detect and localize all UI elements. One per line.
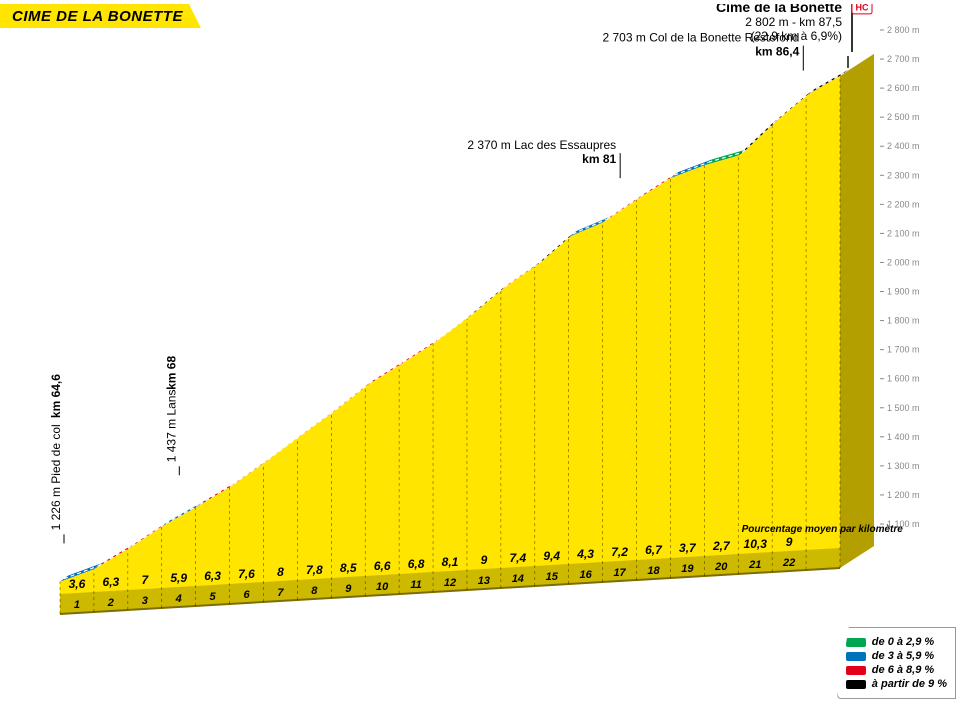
landmark-text: 1 226 m Pied de col xyxy=(49,424,63,530)
landmark-km: km 86,4 xyxy=(755,45,799,59)
grade-label: 6,3 xyxy=(103,575,120,589)
y-tick-label: 1 400 m xyxy=(887,432,920,442)
legend-label: de 3 à 5,9 % xyxy=(872,650,934,662)
km-number: 13 xyxy=(478,575,490,587)
y-tick-label: 1 500 m xyxy=(887,403,920,413)
grade-label: 9 xyxy=(786,535,793,549)
grade-label: 2,7 xyxy=(712,539,731,553)
y-tick-label: 2 100 m xyxy=(887,228,920,238)
grade-label: 7,8 xyxy=(306,563,323,577)
y-tick-label: 2 000 m xyxy=(887,257,920,267)
y-tick-label: 2 600 m xyxy=(887,83,920,93)
km-number: 9 xyxy=(345,583,352,595)
landmark-group: 1 226 m Pied de col km 64,6 xyxy=(49,374,63,531)
y-tick-label: 2 400 m xyxy=(887,141,920,151)
landmark-km: km 64,6 xyxy=(49,374,63,418)
y-tick-label: 2 800 m xyxy=(887,25,920,35)
km-number: 20 xyxy=(714,561,728,573)
grade-label: 5,9 xyxy=(170,571,187,585)
grade-label: 9 xyxy=(481,553,488,567)
km-number: 5 xyxy=(210,591,217,603)
landmark-km: km 68 xyxy=(164,356,178,390)
grade-label: 4,3 xyxy=(576,547,594,561)
y-tick-label: 1 600 m xyxy=(887,374,920,384)
km-number: 16 xyxy=(580,569,593,581)
grade-label: 6,3 xyxy=(204,569,221,583)
grade-label: 6,7 xyxy=(645,543,663,557)
grade-label: 8 xyxy=(277,565,284,579)
y-tick-label: 2 300 m xyxy=(887,170,920,180)
legend-row: de 6 à 8,9 % xyxy=(846,664,947,676)
km-number: 21 xyxy=(748,559,761,571)
legend-row: de 3 à 5,9 % xyxy=(846,650,947,662)
y-tick-label: 1 300 m xyxy=(887,461,920,471)
y-tick-label: 2 200 m xyxy=(887,199,920,209)
side-face xyxy=(840,54,874,568)
grade-label: 8,5 xyxy=(340,561,357,575)
grade-label: 6,6 xyxy=(374,559,391,573)
y-tick-label: 1 200 m xyxy=(887,490,920,500)
km-number: 1 xyxy=(74,599,80,611)
landmark-km: km 81 xyxy=(582,152,616,166)
km-number: 14 xyxy=(512,573,524,585)
km-number: 4 xyxy=(175,593,182,605)
grade-label: 3,6 xyxy=(69,577,86,591)
hc-flag-label: HC xyxy=(856,4,869,12)
grade-label: 7,4 xyxy=(509,551,526,565)
profile-svg: 123456789101112131415161718192021223,66,… xyxy=(0,4,960,707)
legend-swatch xyxy=(846,680,866,689)
km-number: 18 xyxy=(647,565,660,577)
grade-label: 7,2 xyxy=(611,545,628,559)
grade-label: 6,8 xyxy=(408,557,425,571)
km-number: 11 xyxy=(410,579,421,591)
km-number: 7 xyxy=(277,587,284,599)
km-number: 19 xyxy=(681,563,694,575)
km-number: 17 xyxy=(613,567,626,579)
grade-label: 8,1 xyxy=(442,555,459,569)
km-number: 15 xyxy=(546,571,559,583)
summit-line3: (22,9 km à 6,9%) xyxy=(751,29,842,43)
y-tick-label: 2 500 m xyxy=(887,112,920,122)
legend-label: de 0 à 2,9 % xyxy=(872,636,934,648)
y-tick-label: 1 900 m xyxy=(887,287,920,297)
climb-profile-chart: 123456789101112131415161718192021223,66,… xyxy=(0,4,960,703)
gradient-legend: de 0 à 2,9 % de 3 à 5,9 % de 6 à 8,9 % à pa… xyxy=(837,627,956,699)
grade-label: 7,6 xyxy=(238,567,255,581)
summit-line2: 2 802 m - km 87,5 xyxy=(745,15,842,29)
legend-row: de 0 à 2,9 % xyxy=(846,636,947,648)
legend-swatch xyxy=(846,652,866,661)
km-number: 8 xyxy=(311,585,318,597)
y-tick-label: 1 700 m xyxy=(887,345,920,355)
landmark-text: 2 370 m Lac des Essaupres xyxy=(467,138,616,152)
grade-label: 3,7 xyxy=(679,541,697,555)
legend-swatch xyxy=(846,638,866,647)
grade-label: 10,3 xyxy=(744,537,768,551)
landmark-group: 1 437 m Lans km 68 xyxy=(164,356,178,463)
landmark-text: 1 437 m Lans xyxy=(164,390,178,463)
y-tick-label: 1 800 m xyxy=(887,316,920,326)
legend-label: de 6 à 8,9 % xyxy=(872,664,934,676)
km-number: 10 xyxy=(376,581,389,593)
legend-swatch xyxy=(846,666,866,675)
km-number: 2 xyxy=(107,597,114,609)
km-number: 22 xyxy=(782,557,795,569)
legend-row: à partir de 9 % xyxy=(846,678,947,690)
summit-name: Cime de la Bonette xyxy=(716,4,842,15)
y-tick-label: 2 700 m xyxy=(887,54,920,64)
km-number: 6 xyxy=(243,589,250,601)
km-number: 12 xyxy=(444,577,456,589)
km-number: 3 xyxy=(142,595,148,607)
legend-label: à partir de 9 % xyxy=(872,678,947,690)
grade-label: 9,4 xyxy=(543,549,560,563)
footer-label: Pourcentage moyen par kilomètre xyxy=(742,524,904,535)
